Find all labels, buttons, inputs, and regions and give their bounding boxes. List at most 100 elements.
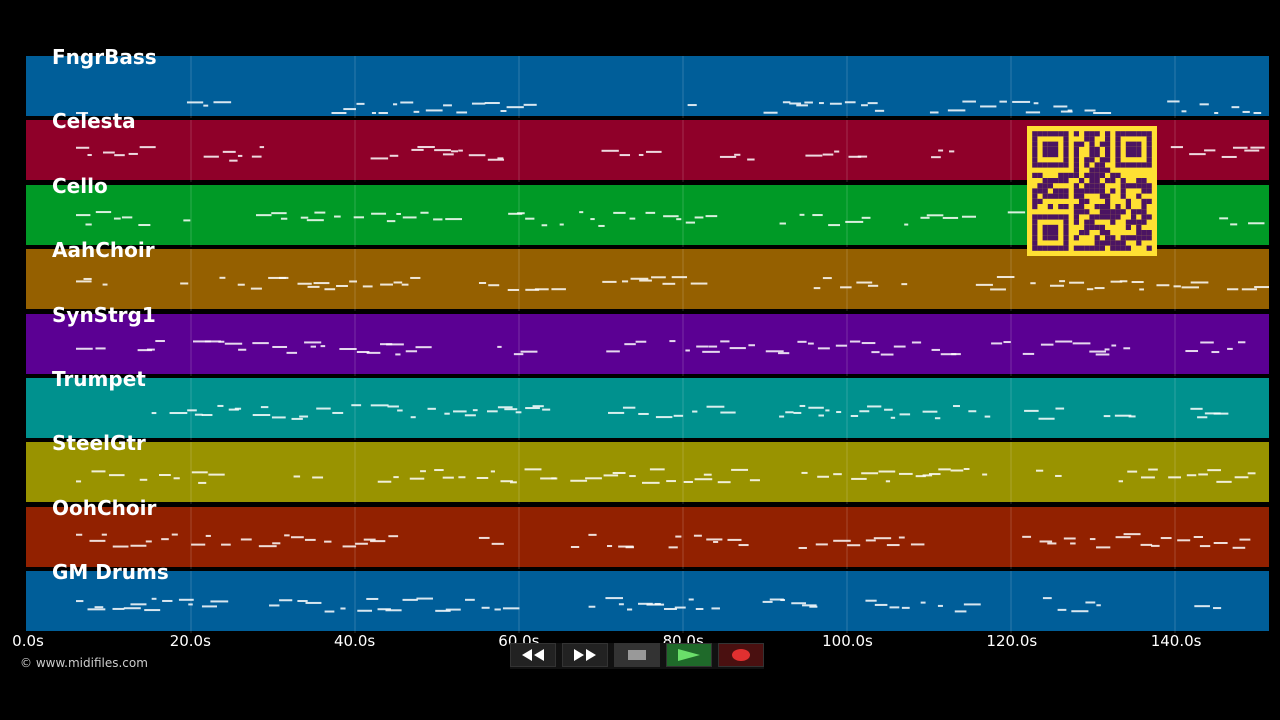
note-mark: [112, 545, 129, 548]
track-notes: [76, 313, 1246, 376]
note-mark: [1244, 149, 1260, 152]
note-mark: [393, 103, 398, 106]
note-mark: [1057, 609, 1067, 612]
note-mark: [1181, 110, 1187, 113]
note-mark: [191, 543, 206, 546]
play-button[interactable]: [666, 643, 712, 667]
note-mark: [666, 480, 676, 483]
note-mark: [749, 479, 760, 482]
note-mark: [1247, 472, 1256, 475]
note-mark: [229, 160, 238, 163]
note-mark: [1190, 281, 1209, 284]
track-notes: [76, 249, 1269, 312]
note-mark: [590, 217, 595, 220]
note-mark: [534, 288, 549, 291]
note-mark: [1123, 532, 1141, 535]
transport-controls: [510, 643, 764, 669]
note-mark: [180, 282, 189, 285]
note-mark: [468, 154, 486, 157]
note-mark: [290, 536, 304, 539]
time-tick-label: 0.0s: [12, 632, 44, 650]
note-mark: [217, 404, 224, 407]
note-mark: [669, 339, 676, 342]
note-mark: [999, 100, 1007, 103]
note-mark: [442, 153, 454, 156]
note-mark: [922, 474, 933, 477]
note-mark: [456, 111, 468, 114]
note-mark: [112, 608, 125, 611]
note-mark: [187, 409, 197, 412]
note-mark: [1007, 211, 1026, 214]
note-mark: [284, 534, 290, 537]
note-mark: [851, 478, 867, 481]
note-mark: [1219, 217, 1229, 220]
record-icon: [732, 649, 750, 661]
note-mark: [340, 607, 346, 610]
note-mark: [420, 470, 426, 473]
note-mark: [812, 213, 823, 216]
note-mark: [377, 481, 392, 484]
note-mark: [314, 211, 326, 214]
note-mark: [76, 347, 93, 350]
note-mark: [502, 607, 520, 610]
note-mark: [865, 599, 877, 602]
rewind-button[interactable]: [510, 643, 556, 667]
note-mark: [626, 608, 633, 611]
note-mark: [159, 474, 171, 477]
note-mark: [1194, 605, 1210, 608]
note-mark: [201, 605, 218, 608]
note-mark: [193, 340, 211, 343]
note-mark: [949, 150, 955, 153]
note-mark: [279, 599, 293, 602]
note-mark: [1093, 112, 1112, 114]
note-mark: [1237, 340, 1246, 343]
note-mark: [606, 349, 620, 352]
note-mark: [279, 277, 289, 280]
note-mark: [523, 103, 537, 106]
note-mark: [840, 286, 852, 289]
note-mark: [1239, 538, 1251, 541]
note-mark: [980, 105, 997, 108]
note-mark: [898, 536, 905, 539]
note-mark: [497, 157, 504, 160]
note-mark: [387, 405, 399, 408]
note-mark: [612, 472, 626, 475]
note-mark: [861, 341, 876, 344]
note-mark: [996, 276, 1015, 279]
note-mark: [1232, 147, 1248, 150]
note-mark: [1012, 100, 1031, 103]
play-icon: [678, 649, 700, 661]
note-mark: [506, 106, 524, 109]
note-mark: [201, 414, 213, 417]
note-mark: [445, 217, 463, 220]
note-mark: [1128, 415, 1136, 418]
note-mark: [299, 415, 309, 418]
note-mark: [762, 601, 773, 604]
note-mark: [598, 224, 605, 227]
note-mark: [848, 156, 862, 159]
note-mark: [1242, 110, 1250, 113]
note-mark: [342, 545, 357, 548]
note-mark: [252, 414, 271, 417]
note-mark: [588, 533, 597, 536]
note-mark: [833, 473, 842, 476]
note-mark: [765, 349, 784, 352]
stop-icon: [628, 650, 646, 660]
fast-forward-button[interactable]: [562, 643, 608, 667]
stop-button[interactable]: [614, 643, 660, 667]
note-mark: [703, 474, 712, 477]
note-mark: [825, 409, 830, 412]
note-mark: [1072, 341, 1091, 344]
note-mark: [688, 598, 694, 601]
note-mark: [393, 476, 399, 479]
track-name: SynStrg1: [52, 302, 156, 327]
note-mark: [95, 347, 106, 350]
note-mark: [630, 277, 649, 280]
note-mark: [178, 598, 194, 601]
note-mark: [500, 109, 507, 112]
note-mark: [144, 609, 161, 612]
note-mark: [602, 281, 617, 284]
record-button[interactable]: [718, 643, 764, 667]
note-mark: [169, 412, 188, 415]
note-mark: [331, 112, 347, 114]
